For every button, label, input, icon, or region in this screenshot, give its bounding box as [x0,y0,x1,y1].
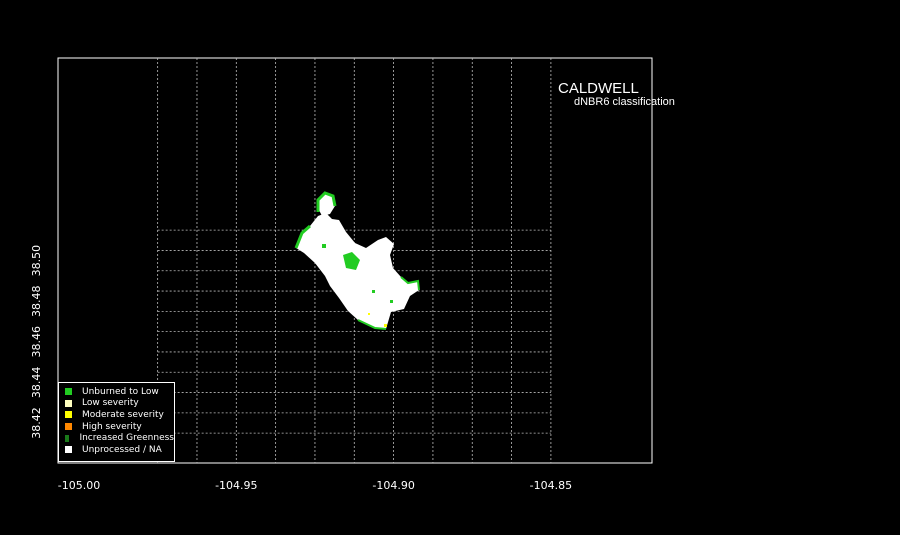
legend-swatch [65,434,70,442]
legend-swatch [65,446,72,454]
legend-item: Unburned to Low [65,386,174,398]
x-tick-label: -104.90 [372,479,414,492]
x-tick-label: -104.85 [530,479,572,492]
legend: Unburned to Low Low severity Moderate se… [58,382,175,462]
legend-swatch [65,388,72,396]
y-tick-label: 38.46 [30,326,43,358]
map-subtitle: dNBR6 classification [574,96,675,108]
legend-swatch [65,411,72,419]
unburned-edge-west [294,224,311,249]
moderate-severity-spot [368,313,370,315]
x-tick-label: -105.00 [58,479,100,492]
map-title: CALDWELL [558,80,639,97]
y-axis: 38.42 38.44 38.46 38.48 38.50 [30,245,43,439]
y-tick-label: 38.50 [30,245,43,277]
burn-area-unprocessed [296,213,419,329]
legend-label: Low severity [82,398,139,409]
x-axis: -105.00 -104.95 -104.90 -104.85 [58,479,572,492]
unburned-patch-center [343,252,360,270]
legend-label: Unprocessed / NA [82,444,162,455]
unburned-edge-east [400,276,420,291]
legend-label: Increased Greenness [79,433,174,444]
legend-swatch [65,399,72,407]
y-tick-label: 38.42 [30,407,43,439]
y-tick-label: 38.48 [30,285,43,317]
legend-label: Unburned to Low [82,386,159,397]
unburned-spot [322,244,326,248]
legend-item: Increased Greenness [65,432,174,444]
unburned-edge-north [316,191,337,212]
legend-item: Moderate severity [65,409,174,421]
legend-swatch [65,423,72,431]
legend-label: Moderate severity [82,409,164,420]
legend-item: Low severity [65,398,174,410]
legend-label: High severity [82,421,142,432]
moderate-severity-spot [384,324,387,327]
unburned-edge-south [357,319,387,330]
burn-perimeter [294,191,420,330]
unburned-spot [372,290,375,293]
plot-frame [57,57,653,464]
legend-item: Unprocessed / NA [65,444,174,456]
legend-item: High severity [65,421,174,433]
unburned-spot [390,300,393,303]
burn-area-north-lobe [318,193,335,216]
x-tick-label: -104.95 [215,479,257,492]
y-tick-label: 38.44 [30,367,43,399]
